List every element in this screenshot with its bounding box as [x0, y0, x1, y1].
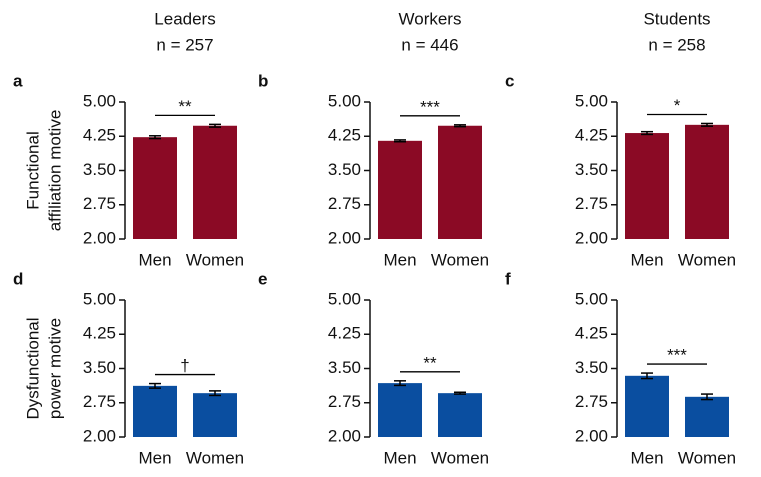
y-tick-label: 3.50 [575, 358, 608, 377]
y-tick-label: 2.75 [575, 392, 608, 411]
bar [133, 137, 177, 239]
significance-label: ** [423, 353, 437, 372]
panel-letter: e [258, 269, 267, 288]
x-tick-label: Men [383, 250, 416, 269]
y-tick-label: 2.75 [83, 392, 116, 411]
bar [685, 124, 729, 239]
column-n: n = 257 [156, 35, 213, 54]
y-tick-label: 3.50 [575, 160, 608, 179]
y-tick-label: 5.00 [83, 91, 116, 110]
y-tick-label: 2.00 [328, 426, 361, 445]
panel-letter: a [13, 71, 23, 90]
bar [438, 125, 482, 239]
y-tick-label: 5.00 [328, 289, 361, 308]
significance-label: *** [667, 346, 687, 365]
x-tick-label: Women [678, 250, 736, 269]
row-label: power motive [45, 318, 64, 419]
y-tick-label: 5.00 [328, 91, 361, 110]
y-tick-label: 4.25 [575, 126, 608, 145]
significance-label: ** [178, 97, 192, 116]
x-tick-label: Men [630, 448, 663, 467]
column-title: Students [643, 9, 710, 28]
column-n: n = 446 [401, 35, 458, 54]
bar [193, 125, 237, 239]
x-tick-label: Men [630, 250, 663, 269]
y-tick-label: 3.50 [328, 160, 361, 179]
bar [133, 385, 177, 437]
bar [625, 133, 669, 239]
column-title: Workers [399, 9, 462, 28]
x-tick-label: Men [138, 448, 171, 467]
significance-label: * [674, 96, 681, 115]
y-tick-label: 2.00 [575, 228, 608, 247]
y-tick-label: 5.00 [83, 289, 116, 308]
column-n: n = 258 [648, 35, 705, 54]
x-tick-label: Women [678, 448, 736, 467]
bar [378, 140, 422, 239]
panel-letter: d [13, 269, 23, 288]
significance-label: *** [420, 97, 440, 116]
y-tick-label: 4.25 [83, 126, 116, 145]
y-tick-label: 4.25 [575, 324, 608, 343]
x-tick-label: Women [186, 448, 244, 467]
row-label: Dysfunctional [23, 317, 42, 419]
y-tick-label: 2.75 [575, 194, 608, 213]
y-tick-label: 4.25 [328, 324, 361, 343]
y-tick-label: 2.00 [83, 426, 116, 445]
bar [685, 396, 729, 437]
panel-letter: b [258, 71, 268, 90]
bar [193, 393, 237, 437]
x-tick-label: Women [431, 250, 489, 269]
row-label: affiliation motive [45, 110, 64, 232]
y-tick-label: 5.00 [575, 289, 608, 308]
y-tick-label: 4.25 [328, 126, 361, 145]
column-title: Leaders [154, 9, 215, 28]
bar [378, 383, 422, 437]
y-tick-label: 2.00 [328, 228, 361, 247]
bar [625, 375, 669, 437]
y-tick-label: 3.50 [328, 358, 361, 377]
y-tick-label: 3.50 [83, 358, 116, 377]
panel-letter: f [505, 269, 511, 288]
x-tick-label: Men [383, 448, 416, 467]
panel-letter: c [505, 71, 514, 90]
x-tick-label: Men [138, 250, 171, 269]
x-tick-label: Women [186, 250, 244, 269]
y-tick-label: 3.50 [83, 160, 116, 179]
y-tick-label: 2.00 [83, 228, 116, 247]
bar [438, 393, 482, 437]
x-tick-label: Women [431, 448, 489, 467]
y-tick-label: 2.75 [328, 392, 361, 411]
row-label: Functional [23, 131, 42, 209]
significance-label: † [180, 356, 189, 375]
y-tick-label: 2.75 [83, 194, 116, 213]
y-tick-label: 2.00 [575, 426, 608, 445]
y-tick-label: 4.25 [83, 324, 116, 343]
y-tick-label: 5.00 [575, 91, 608, 110]
y-tick-label: 2.75 [328, 194, 361, 213]
